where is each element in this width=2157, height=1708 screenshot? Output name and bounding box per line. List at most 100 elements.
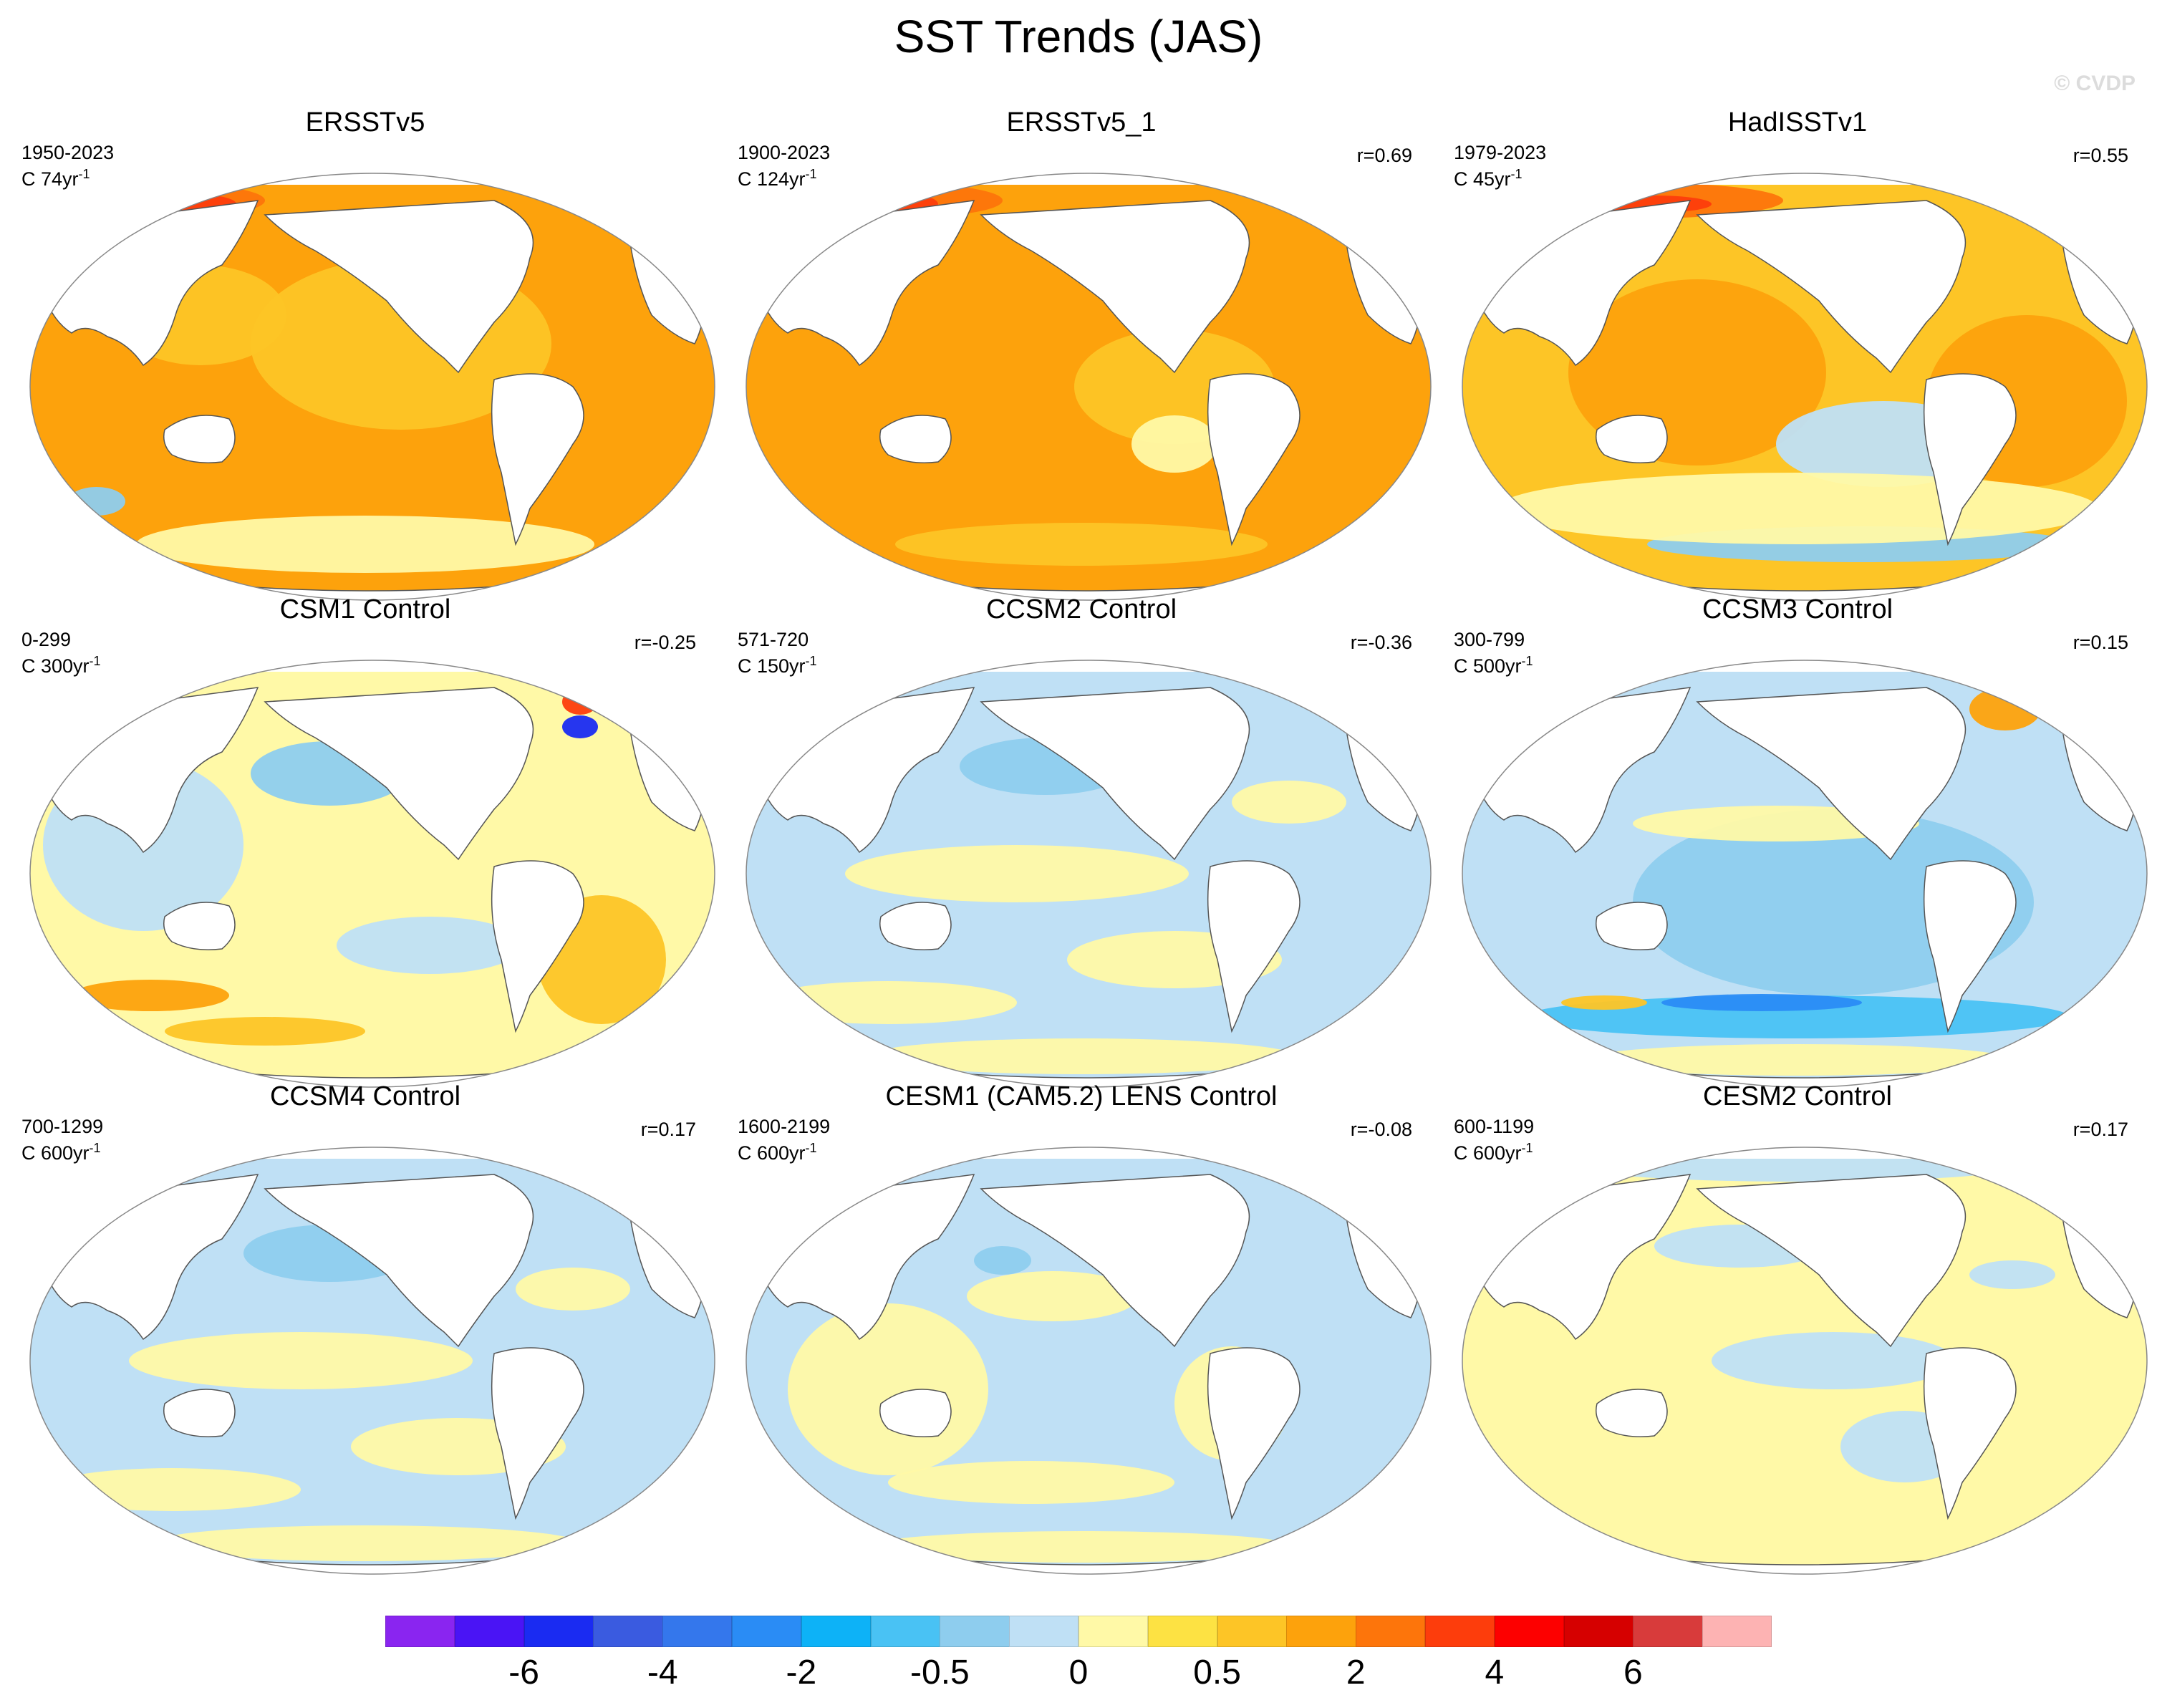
land-outline [879, 902, 952, 950]
period-range: 600-1199 [1454, 1116, 1535, 1137]
land-outline [264, 1174, 534, 1348]
period-range: 571-720 [738, 629, 809, 650]
colorbar-swatch [1356, 1616, 1426, 1647]
colorbar-swatch [662, 1616, 733, 1647]
colorbar-swatch [801, 1616, 872, 1647]
colorbar-swatch [454, 1616, 525, 1647]
colorbar-swatch [1217, 1616, 1287, 1647]
panel-title: ERSSTv5 [305, 107, 425, 137]
land-outline [1207, 1347, 1301, 1520]
trend-units-exponent: -1 [1521, 654, 1533, 668]
colorbar-swatch [1702, 1616, 1772, 1647]
colorbar-swatch [1425, 1616, 1495, 1647]
map-border [1462, 173, 2148, 601]
panel-period: 0-299 C 300yr-1 [21, 629, 101, 677]
panel-title: CESM1 (CAM5.2) LENS Control [885, 1081, 1278, 1111]
land-outline [163, 1389, 236, 1437]
panel-period: 300-799 C 500yr-1 [1454, 629, 1533, 677]
land-outline [1696, 687, 1967, 861]
panel-title: HadISSTv1 [1727, 107, 1868, 137]
colorbar-swatch [523, 1616, 594, 1647]
land-outline [879, 1389, 952, 1437]
sst-trend-map [745, 1147, 1432, 1575]
trend-units: C 124yr-1 [738, 163, 830, 190]
trend-units-text: C 500yr [1454, 655, 1522, 677]
trend-units-text: C 74yr [21, 168, 79, 190]
colorbar-swatch [1147, 1616, 1218, 1647]
trend-units: C 500yr-1 [1454, 650, 1533, 677]
colorbar-swatch [1286, 1616, 1356, 1647]
colorbar-tick-label: -2 [786, 1654, 817, 1692]
trend-units-exponent: -1 [805, 654, 817, 668]
map-border [745, 173, 1432, 601]
map-panel: HadISSTv1 1979-2023 C 45yr-1 r=0.55 [1439, 107, 2156, 601]
colorbar-swatch [732, 1616, 802, 1647]
colorbar-tick-label: -6 [508, 1654, 539, 1692]
land-outline [980, 687, 1250, 861]
panel-period: 1600-2199 C 600yr-1 [738, 1116, 830, 1164]
land-outline [264, 687, 534, 861]
colorbar-tick-label: -4 [647, 1654, 678, 1692]
colorbar-swatch [1563, 1616, 1634, 1647]
pattern-correlation: r=-0.25 [634, 632, 696, 653]
panel-period: 600-1199 C 600yr-1 [1454, 1116, 1534, 1164]
colorbar-swatch [940, 1616, 1010, 1647]
colorbar-swatch [593, 1616, 663, 1647]
land-outline [1923, 860, 2017, 1033]
trend-units-exponent: -1 [805, 1141, 817, 1155]
map-panel: CCSM2 Control 571-720 C 150yr-1 r=-0.36 [723, 594, 1439, 1088]
trend-units: C 300yr-1 [21, 650, 101, 677]
land-outline [1596, 415, 1668, 463]
colorbar-swatch [1009, 1616, 1079, 1647]
colorbar-tick-label: 0 [1068, 1654, 1089, 1692]
trend-units: C 45yr-1 [1454, 163, 1546, 190]
map-border [1462, 660, 2148, 1088]
sst-trend-map [29, 660, 715, 1088]
period-range: 700-1299 [21, 1116, 104, 1137]
map-border [29, 173, 715, 601]
colorbar-tick-label: 2 [1346, 1654, 1366, 1692]
sst-trend-map [1462, 173, 2148, 601]
trend-units-text: C 600yr [1454, 1142, 1522, 1164]
panel-title: CCSM2 Control [985, 594, 1177, 624]
land-outline [491, 1347, 584, 1520]
map-panel: ERSSTv5_1 1900-2023 C 124yr-1 r=0.69 [723, 107, 1439, 601]
pattern-correlation: r=0.17 [640, 1119, 696, 1140]
trend-units-exponent: -1 [78, 167, 90, 181]
land-outline [1696, 1174, 1967, 1348]
pattern-correlation: r=-0.36 [1350, 632, 1412, 653]
panel-title: CESM2 Control [1703, 1081, 1892, 1111]
map-panel: CCSM3 Control 300-799 C 500yr-1 r=0.15 [1439, 594, 2156, 1088]
trend-units-exponent: -1 [89, 1141, 101, 1155]
trend-units-text: C 600yr [738, 1142, 806, 1164]
colorbar-swatch [1494, 1616, 1565, 1647]
map-panel: CSM1 Control 0-299 C 300yr-1 r=-0.25 [7, 594, 723, 1088]
panel-title: ERSSTv5_1 [1006, 107, 1157, 137]
pattern-correlation: r=0.17 [2072, 1119, 2128, 1140]
colorbar-swatch [870, 1616, 940, 1647]
pattern-correlation: r=0.15 [2072, 632, 2128, 653]
map-border [1462, 1147, 2148, 1575]
sst-trend-map [1462, 1147, 2148, 1575]
colorbar-tick-label: 6 [1623, 1654, 1643, 1692]
pattern-correlation: r=-0.08 [1350, 1119, 1412, 1140]
trend-units-text: C 45yr [1454, 168, 1511, 190]
trend-units-exponent: -1 [89, 654, 101, 668]
land-outline [1923, 373, 2017, 546]
colorbar-swatch [1078, 1616, 1149, 1647]
colorbar-swatch [1633, 1616, 1703, 1647]
map-border [29, 660, 715, 1088]
colorbar-tick-label: 4 [1485, 1654, 1505, 1692]
colorbar-swatch [385, 1616, 455, 1647]
figure-title: SST Trends (JAS) [894, 11, 1263, 62]
period-range: 1950-2023 [21, 142, 115, 163]
trend-units: C 600yr-1 [738, 1137, 830, 1164]
colorbar [385, 1616, 1772, 1647]
trend-units-exponent: -1 [805, 167, 817, 181]
trend-units-text: C 124yr [738, 168, 806, 190]
period-range: 1979-2023 [1454, 142, 1547, 163]
sst-trend-map [745, 660, 1432, 1088]
trend-units-text: C 150yr [738, 655, 806, 677]
land-outline [879, 415, 952, 463]
map-panel: CESM2 Control 600-1199 C 600yr-1 r=0.17 [1439, 1081, 2156, 1575]
